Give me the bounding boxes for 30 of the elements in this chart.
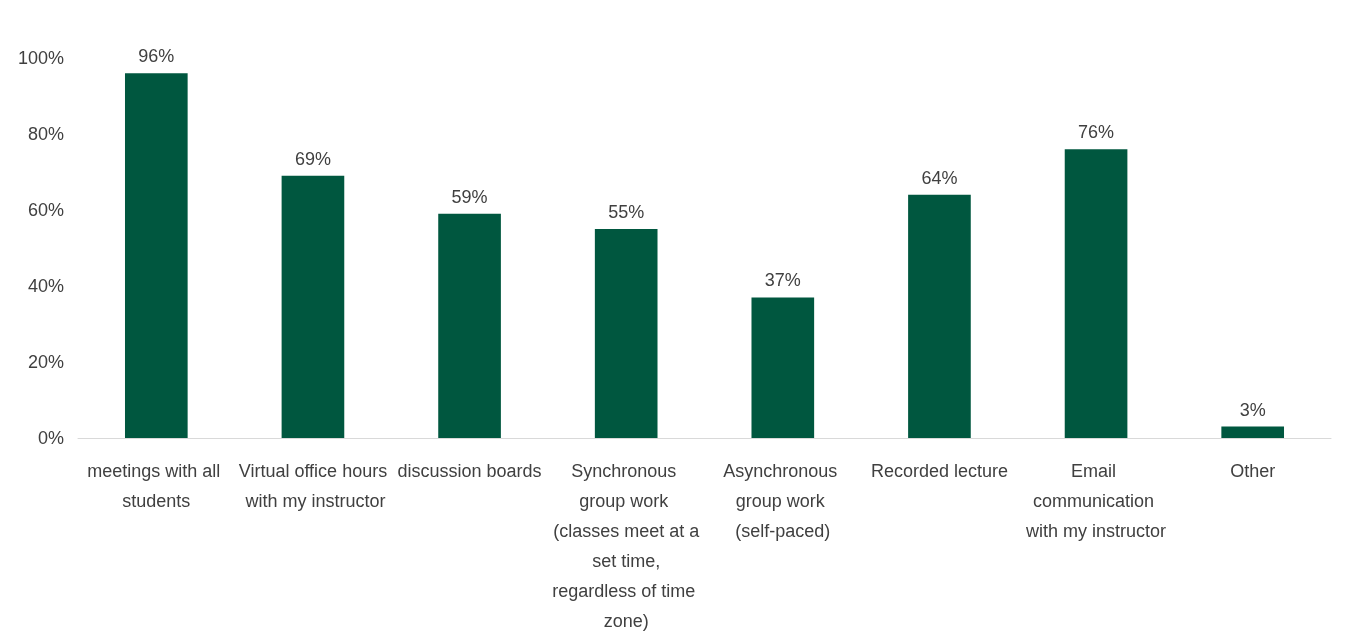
x-tick-label: Email communication with my instructor (1025, 461, 1167, 541)
x-tick-label: Asynchronous group work (self-paced) (723, 461, 843, 541)
y-tick-label: 60% (27, 200, 64, 220)
data-label: 37% (764, 270, 801, 291)
x-tick-label: meetings with all students (87, 461, 226, 511)
data-label: 96% (138, 46, 175, 67)
bar (908, 194, 971, 438)
y-tick-label: 40% (27, 276, 64, 296)
bar (594, 229, 658, 438)
x-tick-label: discussion boards (397, 461, 542, 481)
bar (1064, 149, 1128, 438)
bar (1221, 426, 1285, 438)
bar (751, 297, 815, 438)
data-label: 69% (294, 148, 331, 169)
y-tick-label: 20% (27, 352, 64, 372)
data-label: 3% (1239, 399, 1266, 420)
data-label: 76% (1078, 122, 1115, 143)
bar (124, 73, 188, 438)
x-tick-label: Synchronous group work (classes meet at a set time, regardless of time zone) (552, 461, 701, 631)
y-tick-label: 80% (27, 124, 64, 144)
x-tick-label: Virtual office hours with my instructor (238, 461, 388, 511)
y-tick-label: 100% (17, 48, 64, 68)
y-tick-label: 0% (37, 428, 64, 448)
data-label: 59% (451, 186, 488, 207)
x-tick-label: Other (1230, 461, 1276, 481)
bar (438, 213, 501, 438)
data-label: 55% (608, 202, 645, 222)
data-label: 64% (921, 167, 958, 188)
x-tick-label: Recorded lecture (870, 461, 1008, 481)
bar (281, 175, 345, 438)
